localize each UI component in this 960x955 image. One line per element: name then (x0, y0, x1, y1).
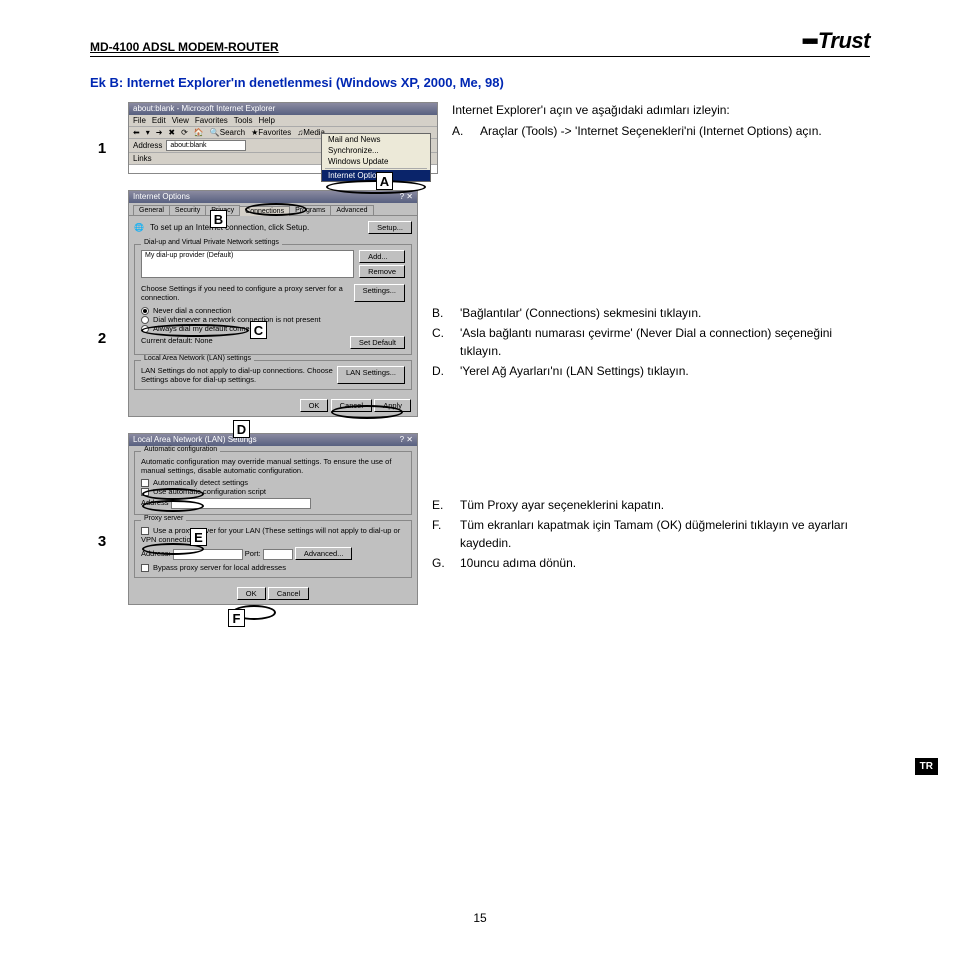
step-2-item-D: 'Yerel Ağ Ayarları'nı (LAN Settings) tık… (460, 363, 689, 380)
tr-badge: TR (915, 758, 938, 775)
chk-bypass[interactable]: Bypass proxy server for local addresses (141, 563, 405, 572)
step-1-row: 1 about:blank - Microsoft Internet Explo… (90, 102, 870, 174)
step-2-row: 2 Internet Options ? ✕ General Security … (90, 190, 870, 417)
label-F: F (228, 609, 245, 627)
label-E: E (190, 528, 207, 546)
brand-logo: ▪▪▪Trust (801, 28, 870, 54)
step-1-number: 1 (90, 102, 114, 174)
section-heading: Ek B: Internet Explorer'ın denetlenmesi … (90, 75, 870, 90)
step-3-number: 3 (90, 433, 114, 605)
chk-proxy[interactable]: Use a proxy server for your LAN (These s… (141, 526, 405, 544)
close-icon[interactable]: ? ✕ (400, 192, 413, 201)
add-button[interactable]: Add... (359, 250, 405, 263)
page-number: 15 (0, 911, 960, 925)
chk-auto-detect[interactable]: Automatically detect settings (141, 478, 405, 487)
close-icon[interactable]: ? ✕ (400, 435, 413, 444)
step-2-item-B: 'Bağlantılar' (Connections) sekmesini tı… (460, 305, 701, 322)
set-default-button[interactable]: Set Default (350, 336, 405, 349)
step-3-item-F: Tüm ekranları kapatmak için Tamam (OK) d… (460, 517, 870, 552)
step-3-row: 3 Local Area Network (LAN) Settings ? ✕ … (90, 433, 870, 605)
settings-button[interactable]: Settings... (354, 284, 405, 302)
step-2-text: B.'Bağlantılar' (Connections) sekmesini … (432, 190, 870, 417)
advanced-button[interactable]: Advanced... (295, 547, 353, 560)
step-3-image: Local Area Network (LAN) Settings ? ✕ Au… (128, 433, 418, 605)
step-2-number: 2 (90, 190, 114, 417)
lan-settings-button[interactable]: LAN Settings... (337, 366, 405, 384)
step-1-item-A: Araçlar (Tools) -> 'Internet Seçenekleri… (480, 123, 822, 140)
lan-title-bar: Local Area Network (LAN) Settings ? ✕ (129, 434, 417, 446)
step-3-item-E: Tüm Proxy ayar seçeneklerini kapatın. (460, 497, 664, 514)
ie-title-bar: about:blank - Microsoft Internet Explore… (129, 103, 437, 115)
remove-button[interactable]: Remove (359, 265, 405, 278)
header-row: MD-4100 ADSL MODEM-ROUTER ▪▪▪Trust (90, 28, 870, 57)
step-1-intro: Internet Explorer'ı açın ve aşağıdaki ad… (452, 102, 870, 119)
ellipse-C (141, 324, 249, 337)
step-2-image: Internet Options ? ✕ General Security Pr… (128, 190, 418, 417)
doc-header: MD-4100 ADSL MODEM-ROUTER (90, 40, 279, 54)
lan-cancel-button[interactable]: Cancel (268, 587, 309, 600)
ok-button[interactable]: OK (300, 399, 329, 412)
step-3-item-G: 10uncu adıma dönün. (460, 555, 576, 572)
ellipse-D (331, 405, 403, 419)
ellipse-E1 (142, 488, 204, 500)
ie-title: about:blank - Microsoft Internet Explore… (133, 104, 275, 113)
label-B: B (210, 210, 227, 228)
ie-links-row: Links Mail and News Synchronize... Windo… (129, 153, 437, 165)
step-1-text: Internet Explorer'ı açın ve aşağıdaki ad… (452, 102, 870, 174)
ellipse-B (245, 203, 307, 216)
ie-menubar: File Edit View Favorites Tools Help (129, 115, 437, 127)
lan-ok-button[interactable]: OK (237, 587, 266, 600)
label-D: D (233, 420, 250, 438)
step-1-image: about:blank - Microsoft Internet Explore… (128, 102, 438, 174)
io-title: Internet Options (133, 192, 190, 201)
label-A: A (376, 172, 393, 190)
step-3-text: E.Tüm Proxy ayar seçeneklerini kapatın. … (432, 433, 870, 605)
ellipse-E2 (142, 500, 204, 512)
step-2-item-C: 'Asla bağlantı numarası çevirme' (Never … (460, 325, 870, 360)
label-C: C (250, 321, 267, 339)
radio-never[interactable]: Never dial a connection (141, 306, 405, 315)
setup-button[interactable]: Setup... (368, 221, 412, 234)
